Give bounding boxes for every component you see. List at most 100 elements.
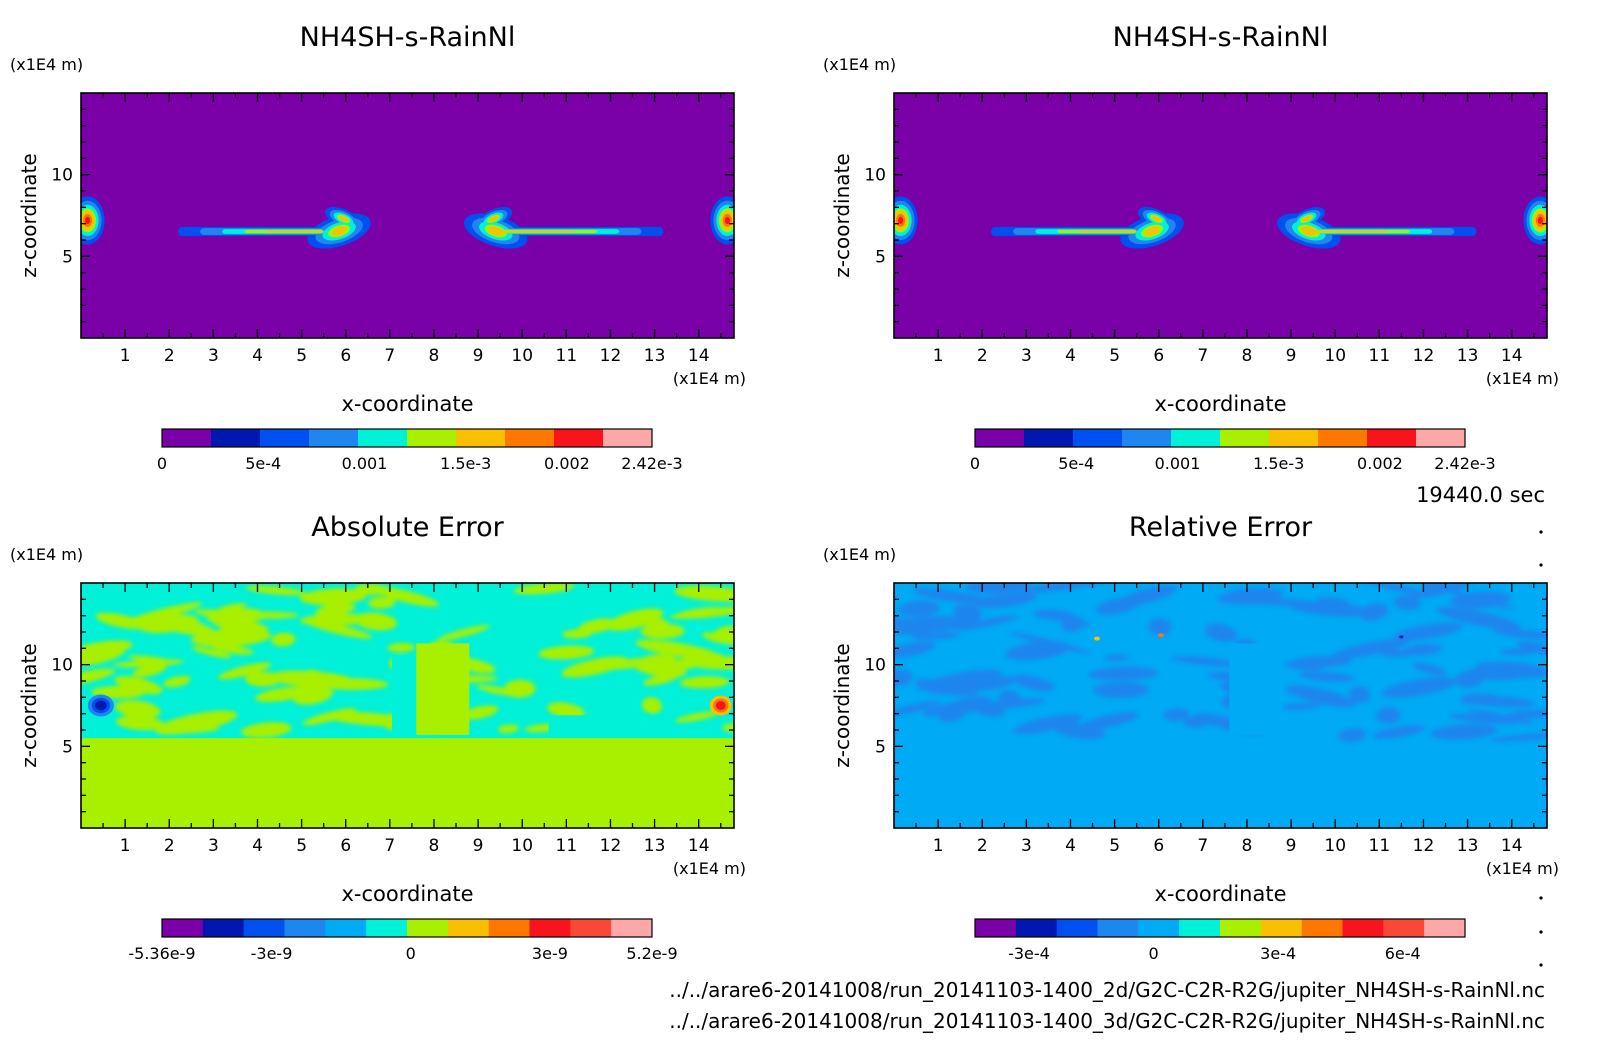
azure-streak [1163,708,1190,721]
x-tick-label: 9 [1286,346,1297,366]
lime-streak [722,723,734,733]
lime-streak [646,653,724,674]
time-label: 19440.0 sec [1416,483,1545,507]
lime-streak [374,587,439,607]
x-tick-label: 6 [340,836,351,856]
anomaly-left [95,700,107,711]
azure-streak [1288,601,1373,617]
rain-band-right [488,216,576,236]
colorbar-swatch [1056,919,1098,937]
azure-streak [1033,609,1076,621]
colorbar-tick-label: 5e-4 [245,454,281,473]
x-tick-label: 11 [556,346,578,366]
y-tick-label: 10 [51,656,73,676]
file-path-2d: ../../arare6-20141008/run_20141103-1400_… [669,978,1545,1002]
lime-streak [538,645,595,660]
lime-streak [132,702,153,718]
lime-streak [81,640,133,662]
azure-streak [1338,728,1367,743]
rain-band-crest [339,216,348,222]
lime-streak [299,588,367,606]
x-tick-label: 10 [511,346,533,366]
lime-streak [138,614,199,633]
colorbar-swatch [366,919,408,937]
x-tick-label: 11 [1369,836,1391,856]
colorbar-swatch [611,919,653,937]
y-axis-label: z-coordinate [17,643,41,767]
azure-streak [1403,643,1442,656]
colorbar-swatch [1416,429,1466,447]
azure-streak [1448,713,1520,724]
azure-streak [1280,702,1321,710]
lime-streak [606,608,664,631]
colorbar-swatch [554,429,604,447]
lime-streak [674,585,734,602]
azure-streak [1005,641,1071,661]
azure-streak [1381,677,1457,698]
y-unit-label: (x1E4 m) [10,545,83,564]
x-tick-label: 9 [473,346,484,366]
colorbar-swatch [1318,429,1368,447]
x-tick-label: 13 [644,346,666,366]
colorbar-frame [161,428,653,448]
panel-bottom-right: Relative Error(x1E4 m)1 2 3 4 5 6 7 8 9 10 11 12 13 1… [823,512,1559,963]
colorbar-tick-label: 3e-9 [532,944,568,963]
lime-streak [461,705,499,720]
azure-streak [1507,709,1547,719]
lime-streak [368,596,396,609]
rain-band-head [488,226,503,236]
speckle [1093,636,1100,641]
plot-area [894,93,1547,338]
colorbar-swatch [162,429,212,447]
x-unit-label: (x1E4 m) [673,859,746,878]
x-tick-label: 11 [1369,346,1391,366]
colorbar-tick-label: 0.001 [342,454,388,473]
y-tick-label: 10 [864,656,886,676]
plot-frame [893,582,1548,829]
colorbar-swatch [1424,919,1466,937]
x-tick-label: 12 [1413,346,1435,366]
azure-streak [1472,693,1499,701]
azure-streak [1412,662,1447,676]
central-column [392,654,417,735]
x-tick-label: 4 [1065,836,1076,856]
edge-dots [1539,530,1543,967]
azure-streak [1422,583,1448,591]
field-background [894,93,1547,338]
colorbar-swatch [211,429,261,447]
colorbar-tick-label: 6e-4 [1385,944,1421,963]
speckle [1157,633,1164,638]
x-tick-label: 6 [1153,346,1164,366]
lime-streak [438,625,490,641]
y-unit-label: (x1E4 m) [823,55,896,74]
lime-streak [643,673,680,686]
x-axis-label: x-coordinate [1154,882,1286,906]
azure-streak [1450,591,1511,609]
x-tick-label: 1 [933,836,944,856]
lime-streak [497,724,519,734]
lime-streak [679,676,730,689]
azure-streak [1393,595,1421,611]
azure-streak [1095,597,1141,615]
azure-streak [1104,654,1129,662]
lime-streak [641,697,662,714]
colorbar-swatch [1015,919,1058,937]
colorbar-swatch [1342,919,1384,937]
azure-streak [1088,666,1159,681]
colorbar-swatch [1367,429,1417,447]
lime-streak [387,643,416,653]
colorbar-swatch [309,429,359,447]
lime-streak [640,623,685,639]
y-axis-label: z-coordinate [830,643,854,767]
azure-streak [894,641,936,658]
azure-streak [1316,597,1351,608]
colorbar-swatch [1073,429,1123,447]
azure-streak [1475,661,1547,679]
x-tick-label: 8 [429,346,440,366]
x-tick-label: 14 [688,346,710,366]
colorbar-swatch [1097,919,1139,937]
colorbar-tick-label: -3e-4 [1008,944,1050,963]
rain-band-right [1301,216,1389,236]
colorbar-swatch [1138,919,1180,937]
